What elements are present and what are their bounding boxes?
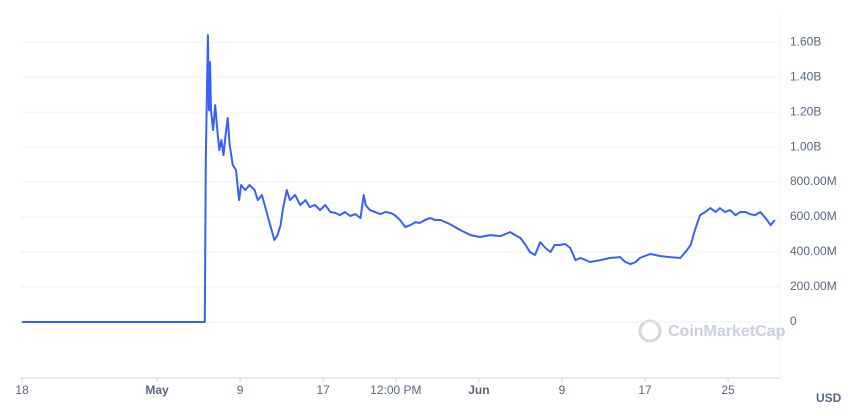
currency-label: USD (816, 391, 842, 405)
x-tick-label: 25 (721, 383, 735, 397)
x-tick-label: 9 (237, 383, 244, 397)
y-tick-label: 1.20B (790, 104, 821, 118)
y-tick-label: 1.00B (790, 139, 821, 153)
x-tick-label: 17 (316, 383, 330, 397)
watermark: CoinMarketCap (668, 323, 786, 340)
y-tick-label: 400.00M (790, 244, 837, 258)
y-tick-label: 600.00M (790, 209, 837, 223)
x-tick-label: 18 (15, 383, 29, 397)
y-tick-label: 800.00M (790, 174, 837, 188)
x-tick-label: 12:00 PM (370, 383, 421, 397)
y-tick-label: 200.00M (790, 279, 837, 293)
x-tick-label: 17 (638, 383, 652, 397)
x-tick-label: 9 (559, 383, 566, 397)
price-line (22, 34, 776, 323)
y-tick-label: 1.60B (790, 34, 821, 48)
x-tick-label: Jun (468, 383, 489, 397)
x-tick-label: May (145, 383, 169, 397)
y-tick-label: 1.40B (790, 69, 821, 83)
watermark-logo (638, 319, 662, 343)
y-tick-label: 0 (790, 314, 797, 328)
